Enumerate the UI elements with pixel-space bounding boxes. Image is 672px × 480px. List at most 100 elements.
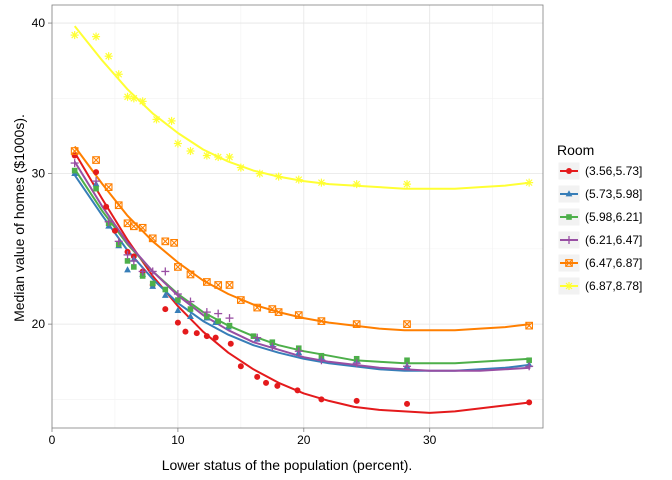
data-point	[403, 320, 411, 328]
legend-item: (6.47,6.87]	[557, 253, 642, 273]
data-point	[274, 308, 283, 316]
data-point	[123, 250, 132, 259]
data-point	[161, 237, 170, 246]
plot-border	[51, 4, 544, 429]
data-point	[187, 306, 194, 312]
data-point	[294, 175, 303, 184]
data-point	[254, 373, 261, 380]
data-point	[149, 280, 156, 287]
data-point	[152, 115, 161, 124]
data-point	[403, 362, 412, 371]
data-point	[93, 185, 99, 192]
data-point	[104, 52, 113, 61]
data-point	[186, 297, 195, 306]
data-point	[214, 309, 223, 318]
legend-marker	[565, 236, 573, 244]
data-point	[173, 290, 182, 299]
data-point	[255, 169, 264, 178]
data-point	[203, 333, 210, 340]
legend-title: Room	[557, 142, 594, 158]
data-point	[352, 320, 361, 328]
data-point	[70, 147, 79, 155]
series-points	[71, 152, 533, 407]
data-point	[404, 400, 411, 407]
data-point	[124, 266, 131, 273]
legend: Room (3.56,5.73] (5.73,5.98] (5.98,6.21] (6…	[557, 142, 642, 296]
legend-marker	[565, 259, 573, 267]
data-point	[129, 94, 138, 103]
data-point	[170, 238, 178, 247]
data-point	[274, 172, 283, 181]
data-point	[148, 267, 157, 276]
data-point	[71, 167, 78, 174]
data-point	[70, 31, 79, 40]
data-point	[237, 363, 244, 370]
x-tick-label: 0	[49, 433, 56, 447]
legend-item: (5.73,5.98]	[557, 184, 642, 204]
data-point	[167, 116, 176, 125]
data-point	[202, 151, 211, 160]
legend-marker	[565, 190, 573, 197]
data-point	[214, 153, 223, 162]
x-axis-label: Lower status of the population (percent)…	[162, 457, 413, 473]
data-point	[526, 399, 533, 406]
data-point	[70, 159, 79, 168]
data-point	[352, 180, 361, 189]
data-point	[186, 270, 195, 279]
data-point	[161, 267, 170, 276]
data-point	[202, 308, 211, 317]
data-point	[129, 256, 138, 265]
data-point	[111, 227, 118, 234]
x-tick-label: 30	[423, 433, 437, 447]
data-point	[215, 318, 221, 324]
data-point	[268, 342, 277, 351]
data-point	[225, 314, 234, 323]
data-point	[182, 328, 189, 335]
legend-label: (6.87,8.78]	[585, 279, 642, 293]
legend-label: (6.21,6.47]	[585, 233, 642, 247]
data-point	[92, 156, 100, 164]
data-point	[187, 312, 194, 320]
plot-panel	[52, 5, 543, 428]
data-point	[225, 153, 234, 162]
data-point	[353, 355, 360, 362]
data-point	[174, 263, 182, 271]
data-point	[161, 291, 169, 298]
data-point	[173, 139, 182, 148]
legend-marker	[566, 168, 572, 174]
data-point	[124, 258, 131, 264]
data-point	[92, 177, 101, 186]
legend-item: (3.56,5.73]	[557, 161, 642, 181]
data-points	[70, 31, 534, 407]
data-point	[353, 397, 360, 404]
series-points	[70, 147, 534, 330]
data-point	[129, 222, 138, 231]
series-points	[70, 31, 534, 189]
data-point	[525, 178, 534, 187]
data-point	[404, 357, 410, 364]
data-point	[236, 163, 245, 172]
data-point	[525, 362, 534, 371]
data-point	[263, 379, 270, 386]
data-point	[162, 306, 169, 313]
y-tick-label: 30	[32, 167, 46, 181]
data-point	[525, 321, 534, 330]
data-point	[203, 278, 211, 286]
data-point	[138, 97, 147, 106]
data-point	[114, 201, 123, 210]
legend-label: (6.47,6.87]	[585, 256, 642, 270]
legend-marker	[565, 282, 573, 290]
x-axis: 0 10 20 30	[49, 428, 437, 447]
plot-area	[51, 4, 544, 429]
data-point	[317, 317, 326, 325]
data-point	[114, 237, 123, 246]
legend-item: (5.98,6.21]	[557, 207, 642, 227]
legend-marker	[566, 214, 572, 220]
data-point	[226, 322, 233, 329]
data-point	[227, 340, 234, 347]
data-point	[318, 396, 325, 403]
data-point	[214, 281, 223, 289]
data-point	[294, 387, 301, 394]
y-tick-label: 20	[32, 317, 46, 331]
